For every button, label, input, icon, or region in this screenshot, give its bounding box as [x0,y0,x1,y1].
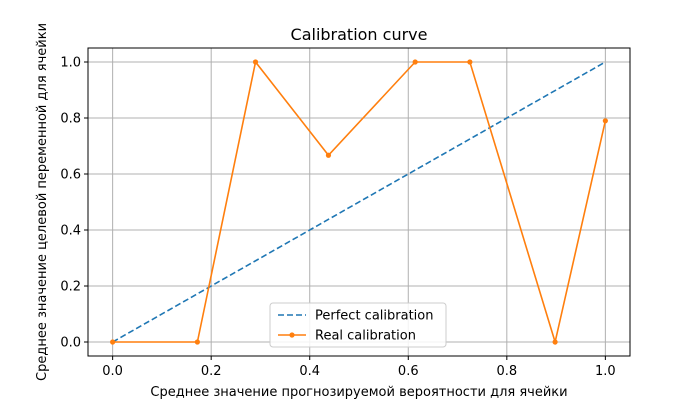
chart-title: Calibration curve [291,25,428,44]
x-tick-label: 0.2 [201,364,222,379]
y-tick-label: 0.4 [60,224,81,239]
legend-marker [289,332,295,338]
y-tick-label: 0.2 [60,280,81,295]
y-tick-label: 1.0 [60,56,81,71]
data-point [552,339,558,345]
data-point [110,339,116,345]
series-line-2 [112,60,607,346]
y-tick-label: 0.8 [60,112,81,127]
series-line-1 [112,61,606,343]
data-point [467,59,473,65]
x-axis-label: Среднее значение прогнозируемой вероятно… [150,385,567,400]
legend-box [269,302,447,348]
x-tick-label: 0.6 [398,364,419,379]
y-tick-label: 0.0 [60,336,81,351]
legend: Perfect calibration Real calibration [269,302,447,348]
y-tick-label: 0.6 [60,168,81,183]
data-point [412,59,418,65]
data-point [194,339,200,345]
series-layer [110,59,608,346]
legend-label: Perfect calibration [315,309,433,324]
data-point [252,59,259,65]
data-point [325,152,332,158]
data-point [602,118,608,124]
plot-frame [87,47,631,357]
x-tick-label: 0.0 [102,364,123,379]
y-axis-label: Среднее значение целевой переменной для … [35,23,50,381]
legend-label: Real calibration [315,329,416,344]
x-tick-label: 0.8 [496,364,517,379]
x-tick-label: 0.4 [299,364,320,379]
x-tick-label: 1.0 [595,364,616,379]
ticks: 0.0 0.2 0.4 0.6 0.8 1.0 0.0 0.2 0.4 0.6 0.8 1.0 [60,56,615,380]
